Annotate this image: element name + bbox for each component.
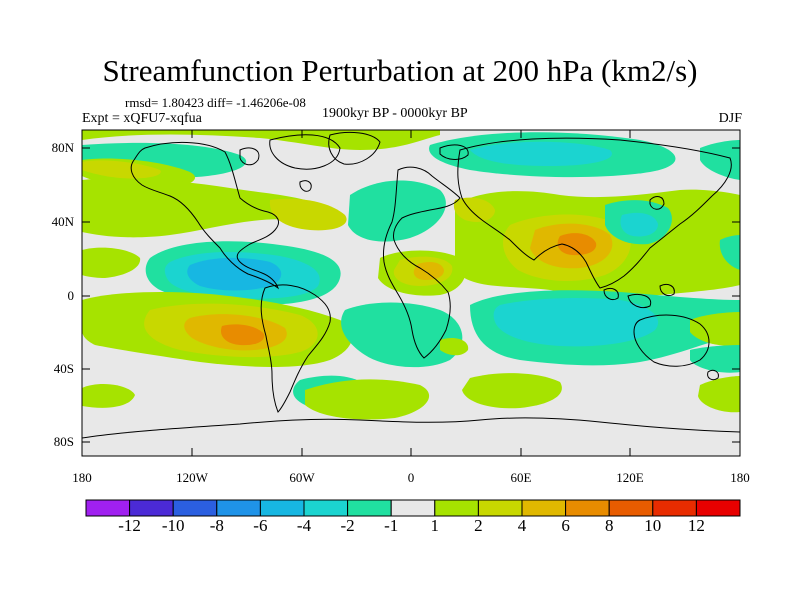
colorbar-label: -2 — [340, 516, 355, 535]
lon-label-0: 0 — [407, 470, 415, 485]
season-label: DJF — [718, 111, 742, 126]
lon-label-120e: 120E — [616, 470, 644, 485]
lat-label-80n: 80N — [51, 140, 74, 155]
colorbar-swatch — [565, 499, 610, 517]
lon-label-180e: 180 — [730, 470, 750, 485]
lat-label-80s: 80S — [53, 434, 74, 449]
colorbar-swatch — [216, 499, 261, 517]
field-region-pos1 — [690, 312, 740, 346]
field-region-pos1 — [462, 373, 562, 409]
colorbar-label: 6 — [561, 516, 570, 535]
field-region-neg1 — [690, 345, 740, 373]
colorbar-label: -10 — [161, 516, 185, 535]
lon-label-180w: 180 — [72, 470, 92, 485]
colorbar-label: 10 — [644, 516, 662, 535]
colorbar-swatch — [129, 499, 174, 517]
field-region-neg2 — [620, 212, 658, 237]
colorbar-label: -4 — [296, 516, 312, 535]
lon-label-60w: 60W — [289, 470, 315, 485]
field-region-pos1 — [698, 376, 740, 413]
colorbar-swatch — [434, 499, 479, 517]
colorbar-swatch — [521, 499, 567, 517]
colorbar-swatch — [477, 499, 523, 517]
field-region-neg1 — [719, 235, 740, 270]
colorbar-swatch — [303, 499, 349, 517]
lat-label-0: 0 — [67, 288, 75, 303]
colorbar-swatch — [652, 499, 697, 517]
lat-label-40n: 40N — [51, 214, 74, 229]
axis-ticks — [81, 130, 741, 456]
colorbar-label: -6 — [253, 516, 268, 535]
colorbar-swatch — [172, 499, 218, 517]
field-region-pos4 — [220, 324, 265, 346]
map-title: Streamfunction Perturbation at 200 hPa (… — [102, 53, 698, 88]
coastlines — [82, 131, 740, 439]
experiment-label: Expt = xQFU7-xqfua — [82, 111, 202, 126]
field-region-pos1 — [82, 384, 135, 408]
lat-label-40s: 40S — [53, 361, 74, 376]
field-region-pos1 — [305, 379, 430, 420]
colorbar-swatch — [390, 499, 436, 517]
stats-text: rmsd= 1.80423 diff= -1.46206e-08 — [125, 95, 306, 110]
colorbar-label: 2 — [474, 516, 483, 535]
field-region-neg1 — [348, 180, 446, 242]
field-region-neg2 — [470, 141, 612, 166]
map-field — [82, 130, 740, 456]
colorbar-swatch — [608, 499, 654, 517]
colorbar-swatch — [259, 499, 305, 517]
lon-label-60e: 60E — [510, 470, 532, 485]
field-region-neg1 — [700, 140, 740, 180]
field-region-pos1 — [440, 338, 469, 356]
colorbar-swatch — [695, 499, 741, 517]
field-region-pos3 — [413, 262, 444, 280]
colorbar-label: 8 — [604, 516, 614, 535]
field-region-pos2 — [82, 160, 161, 179]
field-region-pos4 — [557, 233, 597, 256]
colorbar-label: -12 — [118, 516, 141, 535]
field-region-pos2 — [453, 197, 495, 222]
colorbar-label: 4 — [517, 516, 527, 535]
colorbar-swatch — [85, 499, 131, 517]
field-region-neg3 — [187, 257, 282, 291]
field-region-pos2 — [269, 198, 347, 231]
colorbar-label: -1 — [384, 516, 399, 535]
lon-label-120w: 120W — [176, 470, 208, 485]
colorbar-label: 12 — [687, 516, 705, 535]
field-region-neg2 — [493, 297, 659, 347]
colorbar-swatch — [347, 499, 392, 517]
field-region-pos1 — [82, 247, 141, 278]
colorbar-label: 1 — [430, 516, 440, 535]
colorbar — [85, 499, 741, 517]
field-region-pos1 — [82, 178, 326, 238]
period-label: 1900kyr BP - 0000kyr BP — [322, 106, 468, 121]
colorbar-label: -8 — [209, 516, 224, 535]
field-region-pos1 — [82, 130, 440, 150]
